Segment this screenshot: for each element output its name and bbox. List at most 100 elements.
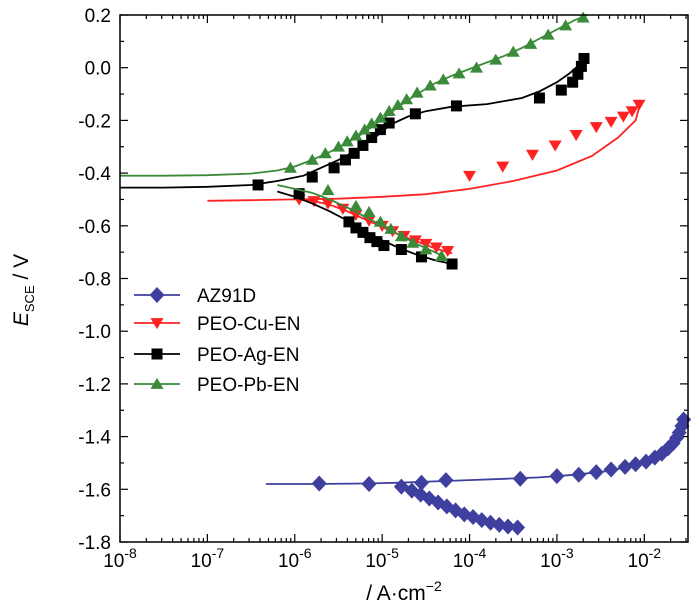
data-point-peo-pb-en [436, 73, 450, 85]
data-point-peo-pb-en [541, 28, 555, 40]
data-point-az91d [571, 466, 587, 483]
data-point-peo-ag-en [343, 216, 355, 228]
data-point-peo-cu-en [604, 116, 618, 128]
data-point-peo-cu-en [616, 111, 630, 123]
y-tick-label: -0.2 [78, 111, 111, 132]
data-point-az91d [438, 472, 454, 489]
data-point-peo-pb-en [358, 123, 372, 135]
data-point-peo-pb-en [331, 140, 345, 152]
data-point-peo-pb-en [349, 199, 363, 211]
y-tick-label: -1.6 [78, 480, 111, 501]
data-point-peo-cu-en [463, 170, 477, 182]
data-point-az91d [603, 461, 619, 478]
series-layer [120, 11, 692, 536]
legend-marker [149, 287, 165, 303]
data-point-peo-pb-en [524, 37, 538, 49]
legend-marker [151, 348, 163, 360]
axis-ticks [119, 14, 688, 543]
data-point-peo-ag-en [348, 147, 360, 159]
series-az91d [265, 411, 692, 536]
data-point-az91d [361, 476, 377, 493]
data-point-peo-pb-en [506, 45, 520, 57]
data-point-peo-pb-en [452, 67, 466, 79]
data-point-peo-ag-en [252, 179, 264, 191]
data-point-az91d [311, 475, 327, 492]
data-point-az91d [617, 458, 633, 475]
data-point-peo-cu-en [441, 245, 455, 258]
data-point-peo-ag-en [350, 222, 362, 234]
x-axis-title: / A·cm−2 [366, 578, 442, 605]
data-point-peo-pb-en [400, 93, 414, 105]
y-tick-label: -1.0 [78, 322, 111, 343]
legend-label: PEO-Pb-EN [197, 375, 299, 396]
data-point-peo-ag-en [306, 171, 318, 183]
legend-label: PEO-Ag-EN [197, 345, 299, 366]
data-point-peo-pb-en [419, 243, 433, 255]
y-tick-label: -1.2 [78, 375, 111, 396]
data-point-az91d [413, 474, 429, 491]
data-point-peo-ag-en [533, 92, 545, 104]
y-tick-label: -0.6 [78, 217, 111, 238]
data-point-peo-pb-en [576, 11, 590, 23]
series-line-peo-ag-en [120, 58, 584, 189]
data-point-peo-ag-en [555, 84, 567, 96]
data-point-peo-pb-en [365, 117, 379, 129]
data-point-peo-cu-en [307, 196, 321, 208]
data-point-peo-cu-en [625, 106, 639, 118]
data-point-peo-pb-en [391, 98, 405, 110]
data-point-peo-ag-en [450, 100, 462, 112]
x-tick-label: 10-8 [103, 545, 137, 572]
data-point-az91d [628, 456, 644, 473]
data-point-peo-pb-en [435, 249, 449, 261]
series-line-peo-cu-en [207, 104, 641, 202]
x-tick-label: 10-4 [453, 545, 487, 572]
legend-marker [150, 318, 164, 330]
y-tick-label: 0.0 [85, 59, 111, 80]
data-point-az91d [500, 518, 516, 535]
x-tick-label: 10-7 [191, 545, 225, 572]
legend-label: PEO-Cu-EN [197, 314, 300, 335]
data-point-peo-ag-en [567, 76, 579, 88]
data-point-az91d [588, 464, 604, 481]
data-point-peo-pb-en [318, 147, 332, 159]
data-point-peo-ag-en [572, 68, 584, 80]
data-point-peo-ag-en [378, 240, 390, 252]
y-tick-label: -0.8 [78, 270, 111, 291]
legend: AZ91D PEO-Cu-EN PEO-Ag-EN PEO-Pb-EN [134, 286, 300, 396]
data-point-peo-cu-en [496, 161, 510, 173]
legend-entry-peo-cu-en: PEO-Cu-EN [134, 314, 300, 335]
data-point-az91d [512, 470, 528, 487]
data-point-peo-cu-en [548, 140, 562, 152]
data-point-peo-ag-en [446, 258, 458, 270]
y-axis-title: ESCE / V [10, 254, 37, 326]
data-point-peo-ag-en [374, 124, 386, 136]
y-tick-label: -0.4 [78, 164, 111, 185]
data-point-peo-ag-en [328, 162, 340, 174]
data-point-peo-pb-en [394, 230, 408, 242]
data-point-peo-pb-en [470, 61, 484, 73]
data-point-az91d [510, 519, 526, 536]
x-tick-label: 10-6 [278, 545, 312, 572]
data-point-peo-ag-en [293, 188, 305, 200]
legend-entry-az91d: AZ91D [134, 286, 256, 307]
data-point-peo-ag-en [578, 52, 590, 64]
data-point-peo-ag-en [357, 226, 369, 238]
data-point-peo-ag-en [357, 139, 369, 151]
data-point-peo-pb-en [382, 105, 396, 117]
data-point-peo-cu-en [569, 130, 583, 142]
legend-entry-peo-pb-en: PEO-Pb-EN [134, 375, 299, 396]
data-point-peo-pb-en [340, 135, 354, 147]
data-point-peo-pb-en [423, 79, 437, 91]
data-point-peo-cu-en [362, 215, 376, 227]
data-point-peo-pb-en [373, 111, 387, 123]
data-point-peo-ag-en [364, 232, 376, 244]
series-peo-cu-en [207, 99, 646, 258]
data-point-peo-pb-en [305, 153, 319, 165]
series-peo-pb-en [120, 11, 590, 261]
data-point-peo-cu-en [525, 149, 539, 161]
y-tick-label: 0.2 [85, 6, 111, 27]
data-point-peo-pb-en [373, 215, 387, 227]
legend-marker [150, 377, 164, 389]
data-point-peo-ag-en [575, 60, 587, 72]
data-point-peo-ag-en [366, 132, 378, 144]
